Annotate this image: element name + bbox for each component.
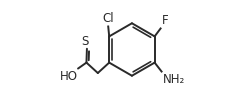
Text: HO: HO bbox=[60, 69, 77, 83]
Text: NH₂: NH₂ bbox=[163, 72, 185, 86]
Text: Cl: Cl bbox=[102, 12, 114, 25]
Text: F: F bbox=[162, 14, 168, 28]
Text: S: S bbox=[81, 35, 88, 48]
